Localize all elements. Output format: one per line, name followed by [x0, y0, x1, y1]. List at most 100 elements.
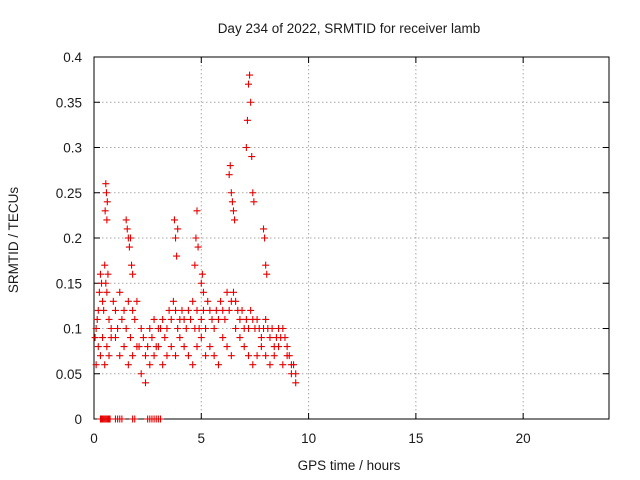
data-point: [101, 207, 109, 215]
data-point: [225, 171, 233, 179]
data-point: [236, 315, 244, 323]
data-point: [126, 234, 134, 242]
data-point: [187, 315, 195, 323]
data-point: [111, 306, 119, 314]
data-point: [102, 279, 110, 287]
data-point: [262, 261, 270, 269]
data-point: [242, 315, 250, 323]
y-axis-label: SRMTID / TECUs: [6, 187, 21, 294]
data-point: [219, 334, 227, 342]
data-point: [250, 198, 258, 206]
y-tick-label: 0.4: [63, 50, 82, 65]
data-point: [257, 343, 265, 351]
data-point: [118, 315, 126, 323]
data-point: [223, 288, 231, 296]
data-point: [229, 288, 237, 296]
data-point: [180, 315, 188, 323]
data-point: [133, 297, 141, 305]
data-point: [100, 306, 108, 314]
data-point: [283, 343, 291, 351]
data-point: [287, 370, 295, 378]
data-point: [102, 189, 110, 197]
data-point: [236, 334, 244, 342]
data-point: [193, 343, 201, 351]
data-point: [226, 162, 234, 170]
data-point: [163, 325, 171, 332]
data-point: [206, 343, 214, 351]
data-point: [232, 297, 240, 305]
data-point: [198, 270, 206, 278]
data-point: [111, 334, 119, 342]
data-point: [102, 180, 110, 188]
y-tick-label: 0.1: [63, 322, 82, 337]
x-tick-label: 10: [301, 431, 316, 446]
data-point: [91, 334, 99, 342]
data-point: [193, 306, 201, 314]
data-point: [137, 370, 145, 378]
data-point: [219, 306, 227, 314]
y-tick-label: 0.35: [56, 95, 82, 110]
data-point: [275, 343, 283, 351]
data-point: [104, 270, 112, 278]
data-point: [231, 216, 239, 224]
data-point: [257, 334, 265, 342]
data-point: [105, 352, 113, 360]
data-point: [238, 306, 246, 314]
data-point: [210, 325, 218, 332]
data-point: [266, 334, 274, 342]
x-axis-label: GPS time / hours: [298, 458, 401, 473]
data-point: [260, 225, 268, 233]
data-point: [146, 325, 154, 332]
data-point: [103, 198, 111, 206]
data-point: [208, 315, 216, 323]
data-point: [268, 325, 276, 332]
data-point: [182, 325, 190, 332]
y-tick-label: 0.15: [56, 276, 82, 291]
data-point: [99, 334, 107, 342]
data-point: [249, 361, 257, 369]
data-point: [167, 343, 175, 351]
data-point: [116, 288, 124, 296]
x-tick-label: 0: [90, 431, 98, 446]
data-point: [124, 361, 132, 369]
data-point: [95, 288, 103, 296]
data-point: [129, 352, 137, 360]
data-point: [146, 361, 154, 369]
data-point: [103, 343, 111, 351]
data-point: [178, 306, 186, 314]
data-point: [266, 361, 274, 369]
data-point: [172, 234, 180, 242]
data-point: [105, 315, 113, 323]
data-point: [165, 306, 173, 314]
data-point: [249, 189, 257, 197]
data-point: [109, 297, 117, 305]
data-point: [279, 325, 287, 332]
data-point: [243, 116, 251, 124]
data-point: [242, 144, 250, 151]
data-point: [281, 334, 289, 342]
data-point: [194, 243, 202, 251]
data-point: [133, 343, 141, 351]
data-point: [227, 352, 235, 360]
data-point: [123, 225, 131, 233]
data-point: [148, 334, 156, 342]
data-point: [245, 80, 252, 88]
data-point: [253, 315, 261, 323]
data-point: [154, 343, 162, 351]
data-point: [245, 325, 252, 332]
data-point: [124, 297, 132, 305]
data-point: [227, 189, 235, 197]
data-point: [199, 306, 207, 314]
data-point: [103, 288, 111, 296]
data-point: [184, 306, 192, 314]
data-point: [103, 216, 111, 224]
data-point: [232, 325, 240, 332]
data-point: [94, 343, 102, 351]
data-point: [195, 325, 203, 332]
grid-lines: [94, 57, 609, 419]
data-point: [137, 325, 145, 332]
data-point: [125, 243, 133, 251]
data-point: [161, 334, 169, 342]
data-point: [247, 306, 255, 314]
